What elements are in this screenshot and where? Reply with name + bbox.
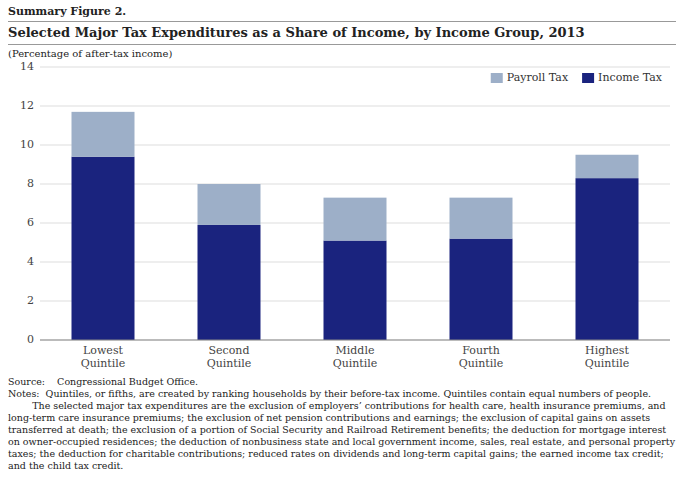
chart-area: 02468101214LowestQuintileSecondQuintileM…: [0, 59, 684, 374]
legend-label: Payroll Tax: [507, 71, 569, 84]
x-axis-line: [40, 340, 670, 341]
y-tick-label: 6: [27, 216, 34, 229]
x-tick-label-line: Fourth: [462, 344, 500, 357]
chart: 02468101214LowestQuintileSecondQuintileM…: [0, 59, 684, 374]
legend-item: Payroll Tax: [491, 71, 569, 84]
y-tick-label: 10: [20, 138, 34, 151]
y-tick-label: 0: [27, 333, 34, 346]
x-tick-label-line: Quintile: [585, 357, 630, 370]
x-tick-label: MiddleQuintile: [333, 344, 378, 370]
x-tick-label: FourthQuintile: [459, 344, 504, 370]
legend-swatch: [491, 73, 503, 83]
header: Summary Figure 2.Selected Major Tax Expe…: [0, 0, 684, 59]
bar-segment: [198, 225, 261, 340]
note: Notes: Quintiles, or fifths, are created…: [8, 388, 676, 400]
x-tick-label-line: Second: [209, 344, 250, 357]
bar-segment: [72, 157, 135, 340]
x-tick-label-line: Highest: [585, 344, 629, 357]
legend-swatch: [582, 73, 594, 83]
bar-segment: [72, 112, 135, 157]
bar-segment: [324, 198, 387, 241]
grid: [40, 67, 670, 340]
x-tick-label-line: Lowest: [83, 344, 123, 357]
x-tick-label-line: Quintile: [333, 357, 378, 370]
x-tick-label-line: Quintile: [81, 357, 126, 370]
note: The selected major tax expenditures are …: [8, 400, 676, 472]
title: Selected Major Tax Expenditures as a Sha…: [8, 22, 676, 45]
grid-line: [40, 106, 670, 107]
bar-segment: [324, 241, 387, 340]
note: Source: Congressional Budget Office.: [8, 376, 676, 388]
bar-segment: [450, 239, 513, 340]
footer: Source: Congressional Budget Office.Note…: [0, 374, 684, 478]
bar-segment: [576, 155, 639, 178]
bar-segment: [450, 198, 513, 239]
legend: Payroll Tax Income Tax: [491, 71, 663, 84]
grid-line: [40, 340, 670, 341]
x-tick-label: SecondQuintile: [207, 344, 252, 370]
legend-item: Income Tax: [582, 71, 663, 84]
legend-label: Income Tax: [598, 71, 663, 84]
x-tick-label: LowestQuintile: [81, 344, 126, 370]
y-tick-label: 4: [27, 255, 34, 268]
y-tick-label: 14: [20, 60, 34, 73]
x-tick-label-line: Quintile: [459, 357, 504, 370]
y-axis-label: (Percentage of after-tax income): [8, 45, 676, 59]
grid-line: [40, 67, 670, 68]
y-tick-label: 8: [27, 177, 34, 190]
y-tick-label: 2: [27, 294, 34, 307]
x-tick-label-line: Quintile: [207, 357, 252, 370]
bar-segment: [198, 184, 261, 225]
bars: [72, 112, 639, 340]
figure-label: Summary Figure 2.: [8, 5, 676, 22]
x-tick-label-line: Middle: [336, 344, 375, 357]
y-tick-label: 12: [20, 99, 34, 112]
bar-segment: [576, 178, 639, 340]
x-tick-label: HighestQuintile: [585, 344, 630, 370]
